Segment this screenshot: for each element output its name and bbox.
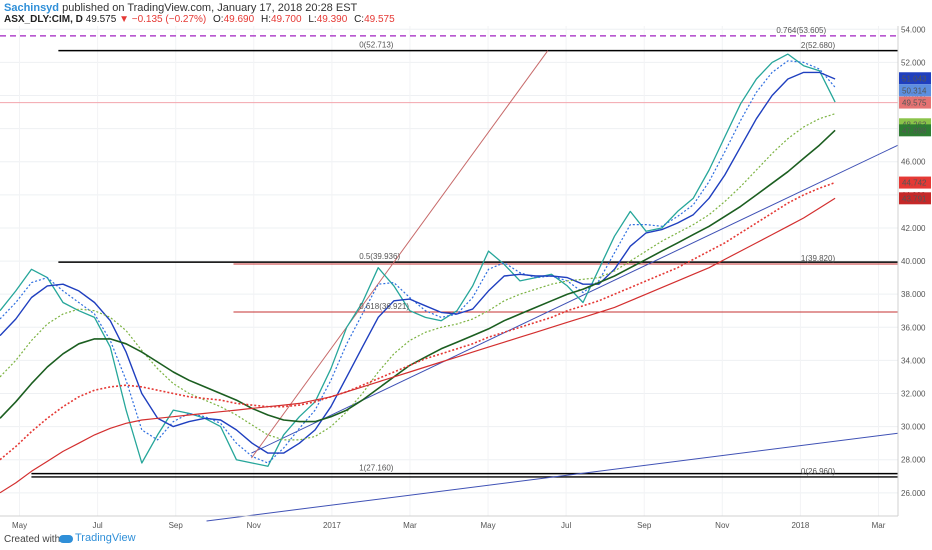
symbol-label[interactable]: ASX_DLY:CIM, D (4, 14, 83, 25)
series-line (0, 71, 836, 454)
x-axis[interactable]: May Jul Sep Nov 2017 Mar May Jul Sep Nov 2018 Mar (12, 521, 886, 530)
x-tick-label: Nov (247, 521, 261, 530)
x-tick-label: Sep (169, 521, 184, 530)
price-label: 50.314 (902, 86, 927, 95)
x-tick-label: Nov (715, 521, 729, 530)
high-label: H: (260, 14, 271, 25)
close-value: 49.575 (364, 14, 395, 25)
price-label-bg (899, 72, 931, 85)
low-value: 49.390 (316, 14, 348, 25)
close-label: C: (354, 14, 365, 25)
price-label-bg (899, 124, 931, 137)
tradingview-cloud-icon (59, 535, 73, 543)
trend-line (251, 50, 549, 459)
created-with-text: Created with (4, 534, 61, 545)
horizontal-levels (0, 35, 898, 478)
price-chart[interactable]: 0.764(53.605) 0(52.713) 2(52.680) 0.5(39.93… (0, 26, 932, 530)
y-tick-label: 42.000 (901, 224, 926, 233)
series-line (0, 197, 836, 494)
x-tick-label: May (480, 521, 495, 530)
fib-label: 0.764(53.605) (776, 26, 826, 35)
y-tick-label: 28.000 (901, 456, 926, 465)
publish-line: Sachinsyd published on TradingView.com, … (4, 2, 357, 14)
series-line (0, 53, 836, 467)
series-line (0, 181, 836, 461)
x-tick-label: Jul (92, 521, 102, 530)
series-line (0, 113, 836, 441)
fib-label: 0(52.713) (359, 41, 394, 50)
y-tick-label: 26.000 (901, 489, 926, 498)
tradingview-brand[interactable]: TradingView (75, 532, 136, 544)
ohlc-line: ASX_DLY:CIM, D 49.575 ▼ −0.135 (−0.27%) … (4, 14, 395, 25)
x-tick-label: 2018 (791, 521, 809, 530)
y-tick-label: 32.000 (901, 390, 926, 399)
price-labels: 51.04350.31449.57548.26347.89844.74243.7… (899, 72, 931, 205)
plot-area[interactable] (0, 26, 898, 516)
x-tick-label: 2017 (323, 521, 341, 530)
fib-label: 1(39.820) (801, 254, 836, 263)
x-tick-label: May (12, 521, 27, 530)
fib-label: 1(27.160) (359, 464, 394, 473)
chart-header: Sachinsyd published on TradingView.com, … (0, 0, 932, 26)
high-value: 49.700 (270, 14, 302, 25)
price-label: 51.043 (902, 74, 927, 83)
series-lines (0, 53, 836, 494)
price-label-bg (899, 96, 931, 109)
fib-label: 0.5(39.936) (359, 252, 400, 261)
price-label: 43.791 (902, 194, 927, 203)
price-label: 47.898 (902, 126, 927, 135)
trend-line (206, 432, 899, 522)
price-label-bg (899, 84, 931, 97)
fib-labels: 0.764(53.605) 0(52.713) 2(52.680) 0.5(39.93… (359, 26, 835, 476)
author-name[interactable]: Sachinsyd (4, 2, 60, 14)
x-tick-label: Mar (403, 521, 417, 530)
y-tick-label: 34.000 (901, 356, 926, 365)
price-label: 44.742 (902, 179, 927, 188)
series-line (0, 60, 836, 464)
x-tick-label: Mar (872, 521, 886, 530)
open-value: 49.690 (223, 14, 255, 25)
x-tick-label: Jul (561, 521, 571, 530)
x-tick-label: Sep (637, 521, 652, 530)
low-label: L: (308, 14, 317, 25)
y-tick-label: 40.000 (901, 257, 926, 266)
last-price: 49.575 (85, 14, 117, 25)
change-value: −0.135 (−0.27%) (131, 14, 207, 25)
y-tick-label: 54.000 (901, 26, 926, 34)
price-label-bg (899, 176, 931, 189)
price-label-bg (899, 192, 931, 205)
price-label: 49.575 (902, 99, 927, 108)
y-tick-label: 30.000 (901, 423, 926, 432)
open-label: O: (213, 14, 224, 25)
y-tick-label: 36.000 (901, 323, 926, 332)
footer: Created with TradingView (0, 530, 932, 550)
fib-label: 0.618(36.921) (359, 302, 409, 311)
published-text: published on TradingView.com, January 17… (62, 2, 358, 14)
fib-label: 2(52.680) (801, 41, 836, 50)
change-arrow-icon: ▼ (119, 14, 129, 25)
y-tick-label: 38.000 (901, 290, 926, 299)
y-tick-label: 46.000 (901, 158, 926, 167)
y-tick-label: 52.000 (901, 58, 926, 67)
fib-label: 0(26.960) (801, 467, 836, 476)
series-line (0, 129, 836, 423)
